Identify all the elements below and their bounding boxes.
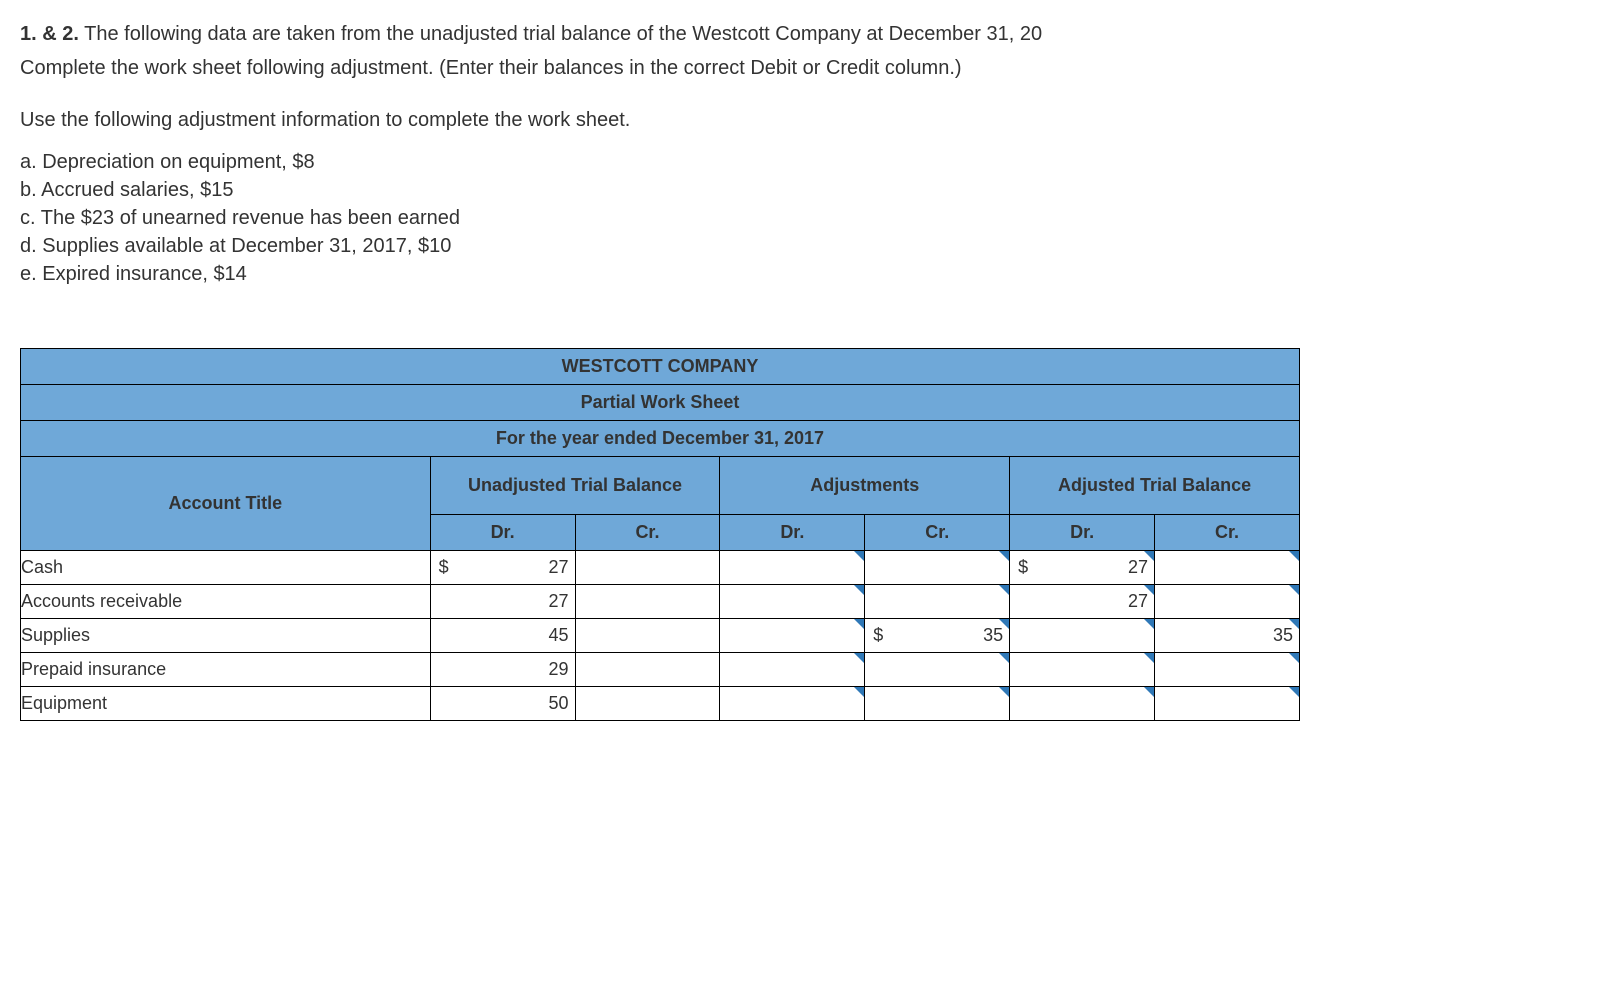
- atb-cr-cell[interactable]: [1155, 687, 1300, 721]
- cell-value: 45: [443, 625, 569, 646]
- adj-dr-cell[interactable]: [720, 687, 865, 721]
- atb-cr-cell[interactable]: [1155, 585, 1300, 619]
- table-title-sheet: Partial Work Sheet: [21, 385, 1300, 421]
- col-header-unadj-cr: Cr.: [575, 515, 720, 551]
- currency-symbol: $: [439, 557, 453, 578]
- table-row: Equipment 50: [21, 687, 1300, 721]
- group-header-adjustments: Adjustments: [720, 457, 1010, 515]
- col-header-adj-cr: Cr.: [865, 515, 1010, 551]
- worksheet-table: WESTCOTT COMPANY Partial Work Sheet For …: [20, 348, 1300, 721]
- unadj-dr-cell: 50: [430, 687, 575, 721]
- cell-value: 27: [443, 591, 569, 612]
- adjustment-a: a. Depreciation on equipment, $8: [20, 148, 1604, 176]
- atb-dr-cell[interactable]: [1010, 653, 1155, 687]
- table-row: Prepaid insurance 29: [21, 653, 1300, 687]
- unadj-dr-cell: $27: [430, 551, 575, 585]
- unadj-dr-cell: 27: [430, 585, 575, 619]
- table-row: Supplies45$3535: [21, 619, 1300, 653]
- adj-cr-cell[interactable]: [865, 687, 1010, 721]
- adj-dr-cell[interactable]: [720, 585, 865, 619]
- account-title-cell: Accounts receivable: [21, 585, 431, 619]
- currency-symbol: $: [1018, 557, 1032, 578]
- adjustment-d: d. Supplies available at December 31, 20…: [20, 232, 1604, 260]
- problem-intro: 1. & 2. The following data are taken fro…: [20, 20, 1604, 288]
- table-title-company: WESTCOTT COMPANY: [21, 349, 1300, 385]
- cell-value: 27: [1032, 557, 1148, 578]
- adj-cr-cell[interactable]: [865, 653, 1010, 687]
- table-row: Cash$27$27: [21, 551, 1300, 585]
- account-title-cell: Prepaid insurance: [21, 653, 431, 687]
- atb-cr-cell[interactable]: [1155, 653, 1300, 687]
- adjustment-b: b. Accrued salaries, $15: [20, 176, 1604, 204]
- account-title-cell: Supplies: [21, 619, 431, 653]
- atb-dr-cell[interactable]: $27: [1010, 551, 1155, 585]
- account-title-cell: Equipment: [21, 687, 431, 721]
- cell-value: 35: [1167, 625, 1293, 646]
- adj-dr-cell[interactable]: [720, 551, 865, 585]
- col-header-atb-dr: Dr.: [1010, 515, 1155, 551]
- account-title-cell: Cash: [21, 551, 431, 585]
- problem-number: 1. & 2.: [20, 23, 79, 45]
- atb-dr-cell[interactable]: [1010, 687, 1155, 721]
- table-row: Accounts receivable 27 27: [21, 585, 1300, 619]
- adjustment-c: c. The $23 of unearned revenue has been …: [20, 204, 1604, 232]
- intro-line-2: Complete the work sheet following adjust…: [20, 54, 1604, 82]
- col-header-adj-dr: Dr.: [720, 515, 865, 551]
- cell-value: 50: [443, 693, 569, 714]
- adj-cr-cell[interactable]: [865, 585, 1010, 619]
- atb-dr-cell[interactable]: [1010, 619, 1155, 653]
- unadj-dr-cell: 29: [430, 653, 575, 687]
- adjustment-e: e. Expired insurance, $14: [20, 260, 1604, 288]
- atb-cr-cell[interactable]: [1155, 551, 1300, 585]
- unadj-dr-cell: 45: [430, 619, 575, 653]
- unadj-cr-cell: [575, 687, 720, 721]
- group-header-unadjusted: Unadjusted Trial Balance: [430, 457, 720, 515]
- col-header-unadj-dr: Dr.: [430, 515, 575, 551]
- cell-value: 27: [453, 557, 569, 578]
- cell-value: 35: [887, 625, 1003, 646]
- cell-value: 27: [1022, 591, 1148, 612]
- intro-line-1: The following data are taken from the un…: [79, 23, 1042, 45]
- adj-cr-cell[interactable]: $35: [865, 619, 1010, 653]
- unadj-cr-cell: [575, 585, 720, 619]
- unadj-cr-cell: [575, 551, 720, 585]
- unadj-cr-cell: [575, 619, 720, 653]
- adjustment-list: a. Depreciation on equipment, $8 b. Accr…: [20, 148, 1604, 288]
- intro-line-3: Use the following adjustment information…: [20, 106, 1604, 134]
- cell-value: 29: [443, 659, 569, 680]
- adj-dr-cell[interactable]: [720, 653, 865, 687]
- atb-cr-cell[interactable]: 35: [1155, 619, 1300, 653]
- group-header-adjusted: Adjusted Trial Balance: [1010, 457, 1300, 515]
- col-header-account: Account Title: [21, 457, 431, 551]
- adj-dr-cell[interactable]: [720, 619, 865, 653]
- col-header-atb-cr: Cr.: [1155, 515, 1300, 551]
- unadj-cr-cell: [575, 653, 720, 687]
- adj-cr-cell[interactable]: [865, 551, 1010, 585]
- atb-dr-cell[interactable]: 27: [1010, 585, 1155, 619]
- table-title-period: For the year ended December 31, 2017: [21, 421, 1300, 457]
- currency-symbol: $: [873, 625, 887, 646]
